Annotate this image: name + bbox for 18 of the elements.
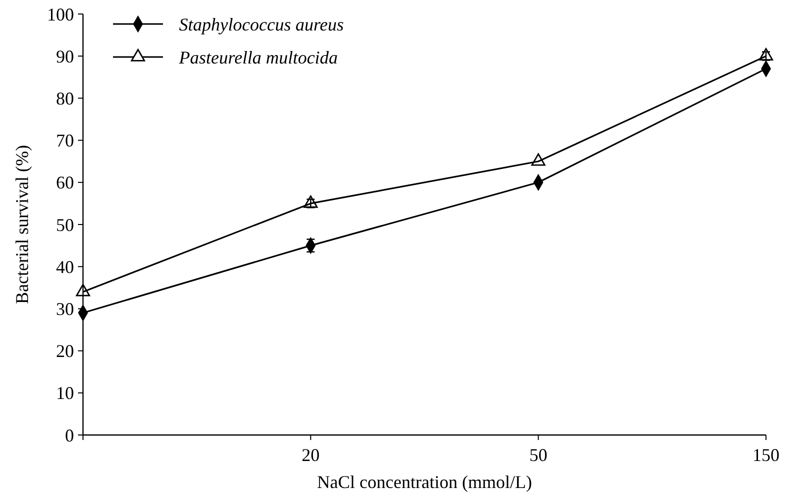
legend-label: Pasteurella multocida <box>178 47 338 68</box>
y-tick-label: 100 <box>47 4 74 24</box>
y-tick-label: 40 <box>56 256 74 277</box>
legend-label: Staphylococcus aureus <box>179 14 344 34</box>
y-tick-label: 90 <box>56 46 74 66</box>
y-tick-label: 70 <box>56 130 74 151</box>
y-tick-label: 30 <box>56 299 74 319</box>
x-tick-label: 20 <box>302 445 320 465</box>
x-tick-label: 50 <box>529 445 548 465</box>
y-tick-label: 0 <box>65 425 74 446</box>
x-axis-title: NaCl concentration (mmol/L) <box>317 472 532 492</box>
y-axis-title: Bacterial survival (%) <box>12 145 32 304</box>
x-tick-label: 150 <box>752 445 780 465</box>
y-tick-label: 20 <box>56 341 74 362</box>
y-tick-label: 50 <box>56 214 74 235</box>
y-tick-label: 80 <box>56 88 74 108</box>
y-tick-label: 10 <box>56 383 74 404</box>
y-tick-label: 60 <box>56 172 74 193</box>
